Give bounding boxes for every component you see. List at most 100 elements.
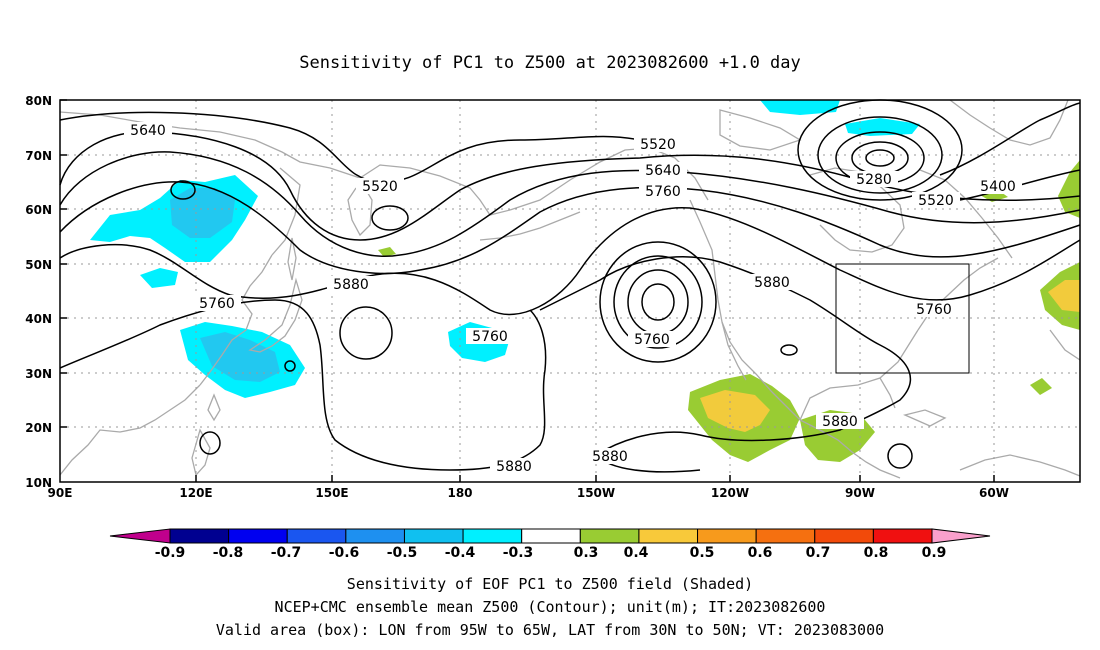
lon-label: 150E	[315, 486, 348, 500]
colorbar-cell	[286, 528, 347, 544]
map-border	[59, 99, 1081, 483]
contour-label: 5760	[199, 296, 235, 312]
colorbar-label: -0.5	[387, 545, 418, 561]
contour-low-pacific-4	[599, 241, 717, 363]
coast-philippines	[191, 428, 211, 477]
colorbar-label: -0.6	[329, 545, 360, 561]
contour-label: 5880	[822, 414, 858, 430]
colorbar-cell	[521, 528, 581, 544]
colorbar-cell	[872, 528, 933, 544]
shade-gold-atlantic	[1048, 280, 1080, 312]
lat-label: 60N	[25, 203, 52, 217]
coast-africa	[1049, 329, 1081, 361]
coast-s-america	[959, 454, 1081, 477]
colorbar-cell	[403, 528, 464, 544]
lat-label: 30N	[25, 367, 52, 381]
contour-small-1	[284, 360, 296, 372]
contour-label: 5760	[634, 332, 670, 348]
coast-asia-north	[59, 111, 361, 179]
contour-labels: 5640 5520 5640 5760 5520 5280 5400 5520 …	[124, 122, 1022, 475]
lon-labels: 90E 120E 150E 180 150W 120W 90W 60W	[48, 486, 1009, 500]
contour-low-pacific-3	[613, 255, 703, 349]
coast-south-china	[59, 384, 201, 476]
coast-hudson	[809, 167, 905, 253]
colorbar-label: -0.4	[445, 545, 476, 561]
coast-labrador	[919, 169, 1013, 259]
contour-label: 5640	[645, 163, 681, 179]
coast-caribbean	[902, 409, 947, 427]
contour-label: 5520	[918, 193, 954, 209]
colorbar-label: 0.3	[574, 545, 599, 561]
colorbar-cell	[697, 528, 757, 544]
colorbar-label: 0.6	[748, 545, 773, 561]
contour-high-caribbean	[887, 443, 913, 469]
colorbar-cell	[755, 528, 816, 544]
lat-label: 40N	[25, 312, 52, 326]
colorbar-label: 0.5	[690, 545, 715, 561]
shade-gold-mexico	[700, 390, 770, 432]
contour-5760-mid	[59, 181, 1081, 275]
colorbar-label: -0.8	[213, 545, 244, 561]
coast-nw-america	[689, 199, 821, 431]
coastlines	[59, 99, 1081, 479]
footer: Sensitivity of EOF PC1 to Z500 field (Sh…	[216, 575, 884, 639]
colorbar-label: -0.9	[155, 545, 186, 561]
coast-baja	[721, 321, 747, 381]
colorbar-label: -0.7	[271, 545, 302, 561]
contour-low-siberia	[170, 180, 196, 200]
coast-kamchatka	[347, 179, 373, 237]
lon-label: 120E	[179, 486, 212, 500]
colorbar-cell	[579, 528, 640, 544]
contour-small-2	[780, 344, 798, 356]
lat-label: 70N	[25, 149, 52, 163]
colorbar: -0.9 -0.8 -0.7 -0.6 -0.5 -0.4 -0.3 0.3 0…	[109, 528, 991, 561]
map-panel: 5640 5520 5640 5760 5520 5280 5400 5520 …	[25, 94, 1081, 500]
shade-green-atlantic-1	[1058, 160, 1080, 218]
lon-label: 90W	[845, 486, 875, 500]
colorbar-cell	[814, 528, 874, 544]
shade-cyan-arctic-1	[760, 100, 840, 115]
contour-5640-mid	[59, 151, 1081, 257]
coast-okhotsk	[271, 167, 301, 256]
coast-sakhalin	[287, 237, 297, 281]
colorbar-labels: -0.9 -0.8 -0.7 -0.6 -0.5 -0.4 -0.3 0.3 0…	[155, 545, 947, 561]
lat-label: 80N	[25, 94, 52, 108]
lon-label: 120W	[711, 486, 749, 500]
colorbar-label: 0.4	[624, 545, 649, 561]
colorbar-cell	[462, 528, 523, 544]
contour-5760-south	[59, 206, 1081, 316]
coast-taiwan	[207, 393, 221, 422]
contour-label: 5880	[333, 277, 369, 293]
colorbar-label: 0.7	[806, 545, 831, 561]
contour-low-pacific-1	[641, 283, 675, 321]
coast-siberia-east	[359, 164, 511, 216]
contour-label: 5760	[645, 184, 681, 200]
contour-label: 5880	[496, 459, 532, 475]
contour-label: 5880	[754, 275, 790, 291]
contour-high-west-pac	[339, 306, 393, 360]
coast-central-am	[819, 429, 901, 479]
contour-label: 5760	[916, 302, 952, 318]
coast-korea-china	[199, 254, 273, 386]
coast-aleutians	[479, 211, 581, 241]
colorbar-low-arrow	[109, 528, 171, 544]
lat-label: 50N	[25, 258, 52, 272]
contour-high-philippines	[199, 431, 221, 455]
shade-blue-japan	[200, 332, 280, 382]
contour-label: 5640	[130, 123, 166, 139]
chart-title: Sensitivity of PC1 to Z500 at 2023082600…	[299, 53, 801, 73]
contour-label: 5400	[980, 179, 1016, 195]
lon-label: 90E	[48, 486, 73, 500]
contour-5880-west	[59, 299, 547, 471]
contour-5880-east	[539, 256, 911, 456]
colorbar-label: 0.9	[922, 545, 947, 561]
contour-label: 5520	[640, 137, 676, 153]
lat-label: 20N	[25, 421, 52, 435]
shade-cyan-small-1	[140, 268, 178, 288]
coast-alaska	[509, 147, 709, 211]
contour-label: 5520	[362, 179, 398, 195]
contour-label: 5280	[856, 172, 892, 188]
colorbar-label: 0.8	[864, 545, 889, 561]
lon-label: 150W	[577, 486, 615, 500]
